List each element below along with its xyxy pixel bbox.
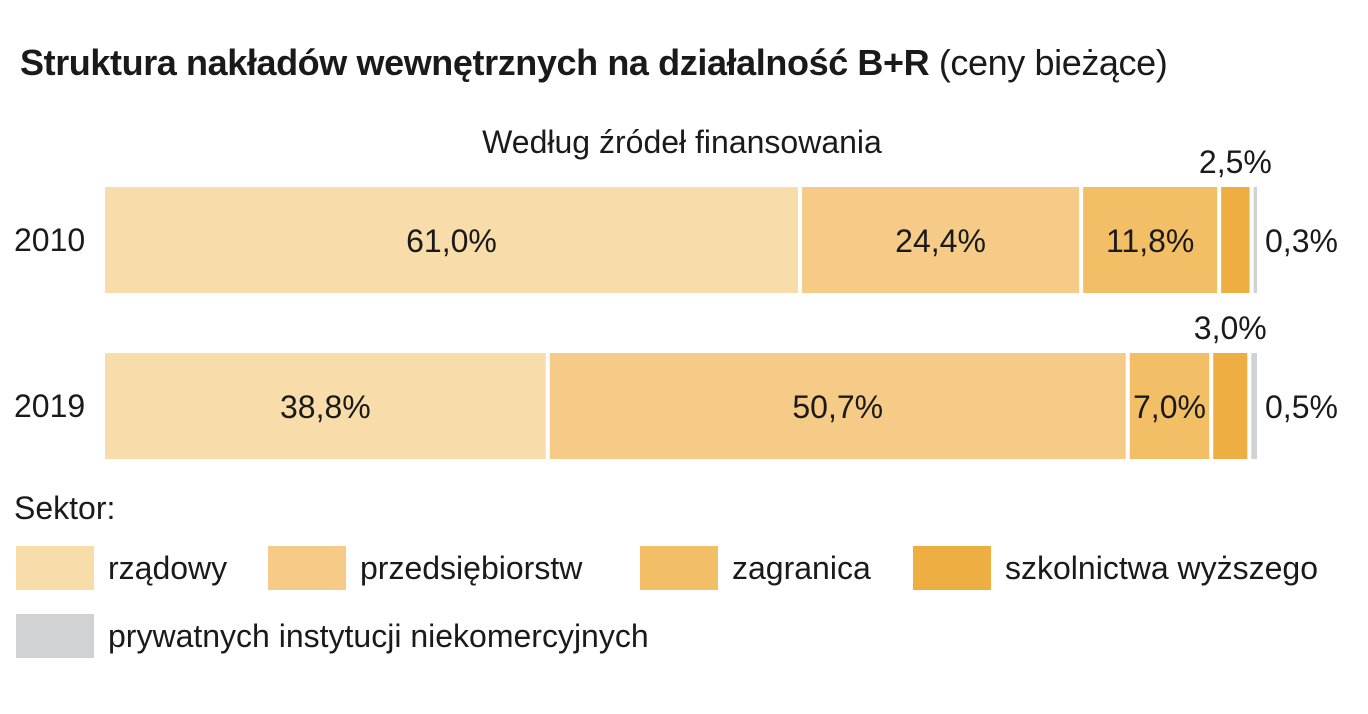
bar-2019-series-4 [1251,353,1257,459]
legend-label: rządowy [108,550,228,586]
category-label-2010: 2010 [14,222,85,258]
stacked-bar-chart: 2010 61,0% 24,4% 11,8% 2,5% 0,3% 2019 38,8% 50,7… [14,144,1338,459]
legend-label: przedsiębiorstw [360,550,583,586]
data-label-2010-series-4: 0,3% [1265,223,1338,259]
bar-2010-series-2 [1083,187,1218,293]
data-label-2019-series-1: 50,7% [792,389,883,425]
bar-2010-series-1 [801,187,1080,293]
bar-2019-series-3 [1213,353,1248,459]
bar-2019-series-2 [1129,353,1210,459]
legend-swatch [16,546,94,590]
bar-2010-series-3 [1221,187,1250,293]
bar-2010-series-4 [1253,187,1257,293]
legend-label: prywatnych instytucji niekomercyjnych [108,618,649,654]
chart-title-main: Struktura nakładów wewnętrznych na dział… [20,42,930,83]
legend-swatch [640,546,718,590]
legend-label: zagranica [732,550,871,586]
data-label-2019-series-3: 3,0% [1194,310,1267,346]
legend-title: Sektor: [14,490,116,526]
chart-title: Struktura nakładów wewnętrznych na dział… [20,42,1168,84]
category-label-2019: 2019 [14,388,85,424]
data-label-2010-series-0: 61,0% [406,223,497,259]
data-label-2019-series-2: 7,0% [1133,389,1206,425]
data-label-2010-series-1: 24,4% [895,223,986,259]
data-label-2019-series-4: 0,5% [1265,389,1338,425]
data-label-2010-series-2: 11,8% [1106,223,1194,259]
data-label-2019-series-0: 38,8% [280,389,371,425]
legend-swatch [268,546,346,590]
legend-swatch [16,614,94,658]
chart-title-note: (ceny bieżące) [938,42,1168,83]
legend-label: szkolnictwa wyższego [1005,550,1318,586]
bar-2010-series-0 [105,187,798,293]
bar-2019-series-1 [549,353,1126,459]
legend-swatch [913,546,991,590]
chart-subtitle: Według źródeł finansowania [482,124,882,160]
data-label-2010-series-3: 2,5% [1199,144,1272,180]
bar-2019-series-0 [105,353,546,459]
